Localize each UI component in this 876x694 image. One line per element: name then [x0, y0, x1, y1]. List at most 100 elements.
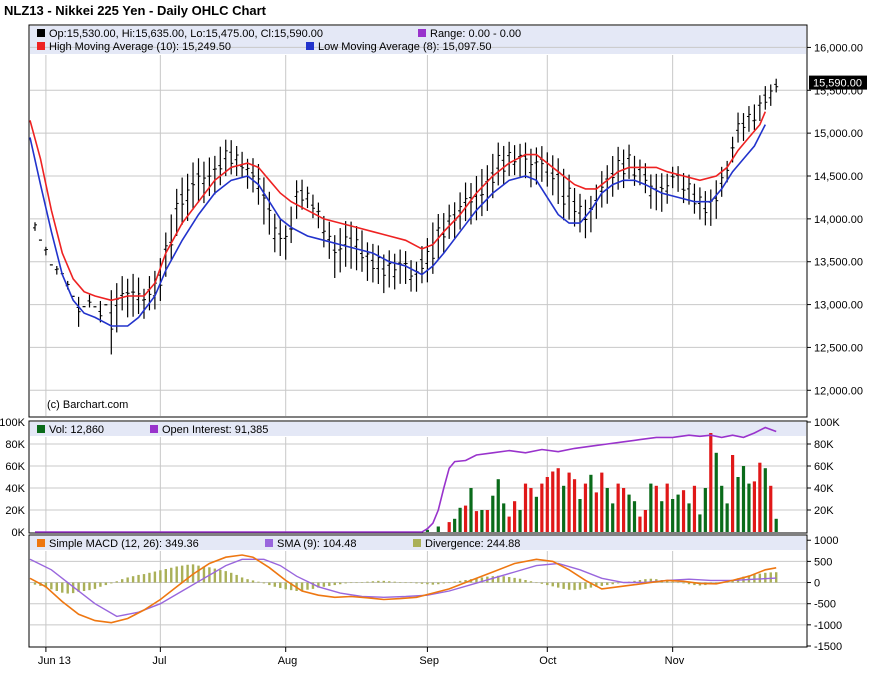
ohlc-bar: [403, 251, 408, 284]
ohlc-bar: [774, 78, 779, 93]
ohlc-bar: [436, 214, 441, 260]
divergence-bar: [573, 582, 576, 591]
divergence-bar: [93, 582, 97, 589]
volume-bar: [627, 494, 631, 532]
ohlc-bar: [599, 171, 604, 208]
divergence-bar: [219, 569, 222, 583]
divergence-bar: [317, 582, 320, 588]
y-tick-label: 16,000.00: [814, 42, 863, 54]
divergence-bar: [104, 582, 108, 586]
ohlc-bar: [387, 250, 392, 288]
divergence-bar: [616, 582, 620, 584]
divergence-bar: [557, 582, 560, 588]
y-tick-label: 14,000.00: [814, 214, 863, 226]
divergence-bar: [562, 582, 565, 589]
volume-bar: [643, 510, 647, 532]
divergence-bar: [398, 582, 402, 583]
volume-bar: [681, 490, 686, 532]
divergence-bar: [453, 581, 456, 583]
divergence-bar: [213, 568, 217, 583]
ohlc-bar: [218, 146, 223, 186]
divergence-bar: [279, 582, 282, 589]
divergence-bar: [137, 574, 140, 583]
divergence-bar: [578, 582, 582, 590]
range-legend-swatch: [418, 29, 426, 37]
ohlc-bar: [501, 145, 506, 185]
divergence-bar: [611, 582, 614, 585]
divergence-bar: [409, 582, 413, 584]
divergence-bar: [262, 582, 266, 584]
divergence-bar: [300, 582, 304, 591]
ohlc-bar: [370, 243, 375, 283]
ohlc-bar: [768, 84, 773, 106]
volume-bar: [534, 496, 538, 532]
volume-bar: [556, 468, 560, 532]
ohlc-bar: [550, 155, 555, 196]
volume-bar: [567, 472, 571, 532]
volume-bar: [616, 483, 620, 532]
ohlc-bar: [665, 173, 670, 204]
volume-bars: [425, 433, 778, 532]
y-tick-label-left: 0K: [12, 527, 26, 539]
volume-legend-swatch: [37, 425, 45, 433]
volume-bar: [529, 488, 533, 532]
volume-bar: [720, 485, 724, 532]
divergence-bar: [159, 570, 162, 583]
ohlc-bar: [447, 204, 452, 239]
divergence-bar: [693, 582, 696, 586]
macd-legend-text: Simple MACD (12, 26): 349.36: [49, 538, 199, 550]
y-tick-label: 15,000.00: [814, 128, 863, 140]
ohlc-bars: [33, 78, 779, 355]
volume-bar: [540, 483, 544, 532]
y-tick-label: -1000: [814, 620, 842, 632]
last-price-label: 15,590.00: [813, 78, 862, 90]
ohlc-bar: [191, 162, 196, 210]
ohlc-bar: [643, 163, 648, 194]
divergence-bar: [246, 579, 249, 583]
ohlc-bar: [572, 188, 577, 227]
divergence-bar: [666, 580, 669, 583]
divergence-bar: [458, 580, 462, 583]
volume-bar: [578, 499, 582, 532]
ohlc-bar: [294, 180, 299, 219]
volume-panel: 0K 20K 40K 60K 80K 100K 20K 40K 60K 80K 100K Vol: …: [0, 417, 840, 539]
divergence-bar: [600, 582, 603, 586]
divergence-bar: [142, 574, 146, 583]
x-tick-label: Jul: [152, 655, 166, 667]
divergence-bar: [202, 566, 206, 583]
ohlc-bar: [697, 187, 702, 220]
divergence-bar: [393, 581, 396, 583]
ohlc-bar: [392, 253, 397, 290]
ohlc-bar: [223, 139, 228, 177]
volume-bar: [769, 485, 773, 532]
divergence-bar: [180, 565, 184, 583]
ohlc-bar: [283, 225, 288, 260]
ohlc-bar: [332, 235, 337, 278]
divergence-bar: [775, 572, 778, 583]
y-tick-label-right: 20K: [814, 505, 834, 517]
ohlc-bar: [212, 155, 217, 195]
volume-bar: [507, 516, 511, 532]
high-moving-average-line: [29, 111, 767, 302]
ohlc-bar: [338, 228, 343, 273]
divergence-bar: [377, 580, 380, 583]
volume-bar: [736, 477, 740, 532]
divergence-bar: [311, 582, 315, 589]
volume-bar: [463, 505, 468, 532]
y-tick-label-right: 40K: [814, 483, 834, 495]
ohlc-bar: [174, 188, 179, 236]
divergence-bar: [546, 582, 549, 586]
volume-bar: [583, 483, 588, 532]
divergence-bar: [235, 574, 238, 583]
divergence-bar: [66, 582, 69, 594]
price-panel: 12,000.00 12,500.00 13,000.00 13,500.00 14,0…: [28, 24, 867, 418]
divergence-bar: [371, 581, 375, 583]
last-price-marker: 15,590.00: [809, 75, 867, 90]
ohlc-bar: [120, 276, 125, 311]
ohlc-bar: [534, 147, 539, 185]
volume-bar: [513, 501, 517, 532]
divergence-bar: [671, 581, 674, 583]
ohlc-bar: [463, 182, 468, 222]
divergence-bar: [426, 582, 429, 585]
volume-bar: [447, 522, 451, 532]
